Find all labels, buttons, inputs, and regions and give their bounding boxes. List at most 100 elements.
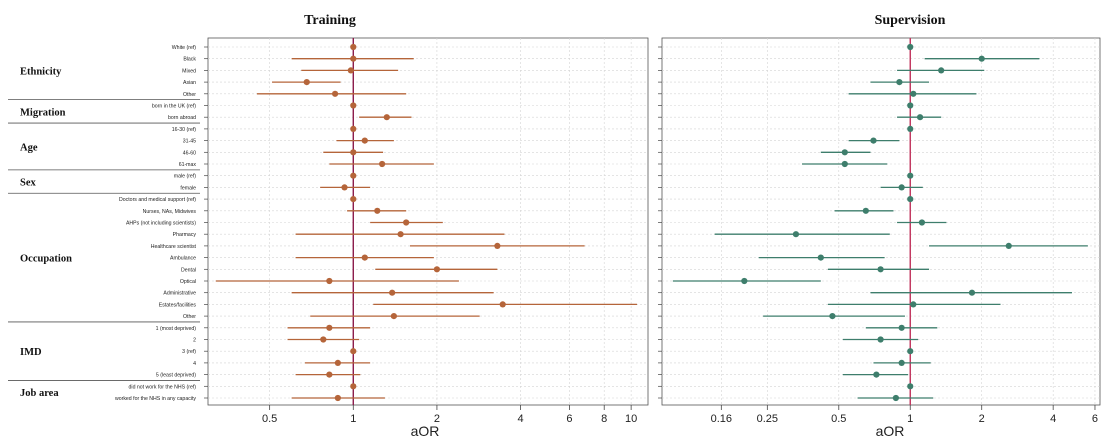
estimate-point [910,90,917,97]
row-label: Healthcare scientist [151,244,197,250]
row-label: White (ref) [172,45,196,51]
supervision-plot-area: 0.16 0.25 0.5 1 2 4 6 [658,37,1101,425]
estimate-point [898,359,905,366]
training-panel: Training White (ref) Black Mixed Asian Other… [8,13,649,439]
estimate-point [907,383,914,390]
estimate-point [361,254,368,261]
row-label: female [180,185,196,191]
estimate-point [326,277,333,285]
x-tick-label: 10 [625,413,637,425]
estimate-point [383,114,390,121]
estimate-point [374,207,381,214]
estimate-point [877,336,884,343]
row-label: 46-60 [183,150,196,156]
estimate-point [403,219,410,226]
group-label: Sex [20,178,37,189]
x-tick-label: 0.5 [831,413,846,425]
estimate-point [817,254,824,261]
row-label: Dental [181,267,196,273]
x-tick-label: 4 [518,413,524,425]
x-tick-label: 2 [434,413,440,425]
estimate-point [1005,242,1012,249]
row-label: male (ref) [174,174,196,180]
row-label: 5 (least deprived) [156,373,196,379]
group-label: Job area [20,388,59,399]
group-label: Migration [20,107,66,118]
row-label: AHPs (not including scientists) [126,221,196,227]
row-label: 4 [193,361,196,367]
training-x-axis-label: aOR [411,423,440,439]
group-label: Occupation [20,254,72,265]
estimate-point [907,196,914,203]
row-label: Pharmacy [173,232,197,238]
x-tick-label: 8 [601,413,607,425]
row-label: Other [183,314,196,320]
x-tick-label: 4 [1050,413,1056,425]
estimate-point [910,301,917,308]
estimate-point [326,324,333,331]
estimate-point [350,348,357,355]
x-tick-label: 1 [907,413,913,425]
row-label: worked for the NHS in any capacity [115,396,196,402]
estimate-point [341,184,348,191]
estimate-point [326,371,333,378]
row-labels: White (ref) Black Mixed Asian Other born in t… [8,45,200,402]
row-label: Black [183,57,196,63]
plot-frame [207,37,649,406]
estimate-point [361,137,368,144]
row-label: 61-max [179,162,197,168]
estimate-point [907,172,914,179]
row-label: Estates/facilities [159,302,197,308]
estimate-point [896,79,903,86]
estimate-point [334,359,341,366]
estimate-point [350,125,357,132]
training-plot-area: 0.5 1 2 4 6 8 10 [204,37,649,425]
estimate-point [350,196,357,203]
estimate-point [870,137,877,144]
estimate-point [390,313,397,320]
estimate-point [433,266,441,273]
estimate-point [978,55,985,62]
x-tick-label: 2 [979,413,985,425]
row-label: 31-45 [183,139,196,145]
estimate-point [862,207,869,214]
row-label: Asian [183,80,196,86]
row-label: Other [183,92,196,98]
training-chart-title: Training [304,13,356,28]
estimate-point [873,371,880,378]
estimate-point [938,67,945,74]
estimate-point [494,242,501,249]
supervision-x-axis-label: aOR [876,423,905,439]
x-tick-label: 0.25 [757,413,778,425]
estimate-point [829,313,836,320]
supervision-chart-title: Supervision [875,13,946,28]
estimate-point [892,394,899,402]
plot-frame [661,37,1101,406]
estimate-point [841,149,848,156]
row-label: Ambulance [170,256,196,262]
estimate-point [350,383,357,390]
row-label: 2 [193,338,196,344]
row-label: did not work for the NHS (ref) [129,384,197,390]
estimate-point [907,102,914,109]
x-tick-label: 6 [1092,413,1098,425]
estimate-point [916,114,924,121]
estimate-point [907,125,914,132]
estimate-point [898,324,905,331]
estimate-point [334,394,341,402]
estimate-point [320,336,327,343]
estimate-point [350,149,357,156]
estimate-point [397,231,404,238]
x-tick-label: 0.5 [262,413,277,425]
row-label: Optical [180,279,196,285]
row-label: 1 (most deprived) [156,326,197,332]
row-label: Administrative [163,291,196,297]
estimate-point [499,301,506,308]
estimate-point [303,79,310,86]
row-label: Mixed [182,68,196,74]
estimate-point [841,160,848,168]
estimate-point [918,219,926,226]
estimate-point [379,160,386,168]
group-label: Ethnicity [20,66,62,77]
x-tick-label: 1 [350,413,356,425]
